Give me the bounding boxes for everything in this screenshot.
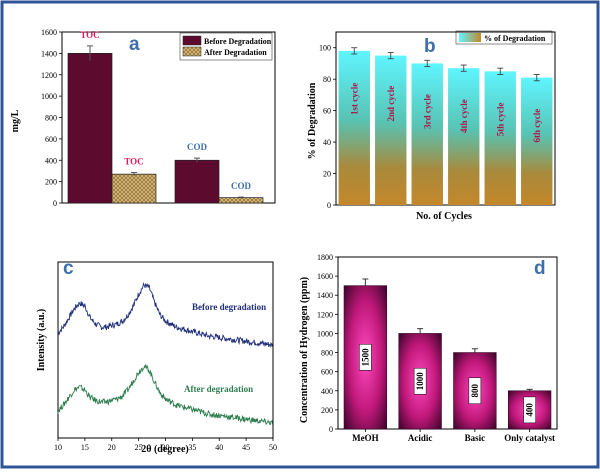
legend-swatch-before: [182, 35, 202, 46]
legend-swatch-after: [182, 46, 202, 57]
panel-b-bar: [484, 71, 516, 206]
legend-percent-degradation: % of Degradation: [484, 34, 546, 43]
panel-a-bar-label: COD: [187, 142, 208, 152]
panel-b-ytick-label: 100: [319, 44, 331, 53]
panel-d-ytick-label: 200: [321, 406, 333, 415]
panel-d-ylabel: Concentration of Hydrogen (ppm): [299, 277, 310, 423]
panel-a-ytick-label: 1000: [41, 92, 57, 101]
panel-a-bar-label: COD: [231, 181, 252, 191]
panel-a-bar: [174, 159, 220, 204]
legend-before-degradation: Before Degradation: [204, 37, 272, 46]
panel-d-ytick-label: 1800: [317, 253, 333, 262]
panel-d-ytick-label: 1400: [317, 291, 333, 300]
panel-c-xtick-label: 10: [54, 443, 62, 452]
panel-a-ytick-label: 1600: [41, 28, 57, 37]
panel-letter-b: b: [424, 36, 436, 57]
panel-c-xtick-label: 50: [269, 443, 277, 452]
panel-d-ytick-label: 600: [321, 368, 333, 377]
legend-swatch-degradation: [459, 33, 481, 42]
panel-b-bar: [411, 63, 443, 205]
panel-a-bar: [218, 197, 264, 204]
panel-b-cycle-label: 5th cycle: [495, 102, 505, 136]
panel-d: d Concentration of Hydrogen (ppm) 0 200 40…: [299, 253, 558, 443]
panel-a-ytick-label: 200: [45, 178, 57, 187]
panel-d-axes-frame: [337, 256, 558, 430]
panel-c-ylabel: Intensity (a.u.): [36, 309, 47, 372]
panel-b-ytick-label: 40: [323, 138, 331, 147]
panel-c-series-label: After degradation: [184, 384, 253, 394]
panel-c-xtick-label: 35: [188, 443, 196, 452]
panel-b-legend: % of Degradation: [455, 30, 553, 45]
panel-d-ytick-label: 1600: [317, 272, 333, 281]
panel-b-ytick-label: 80: [323, 75, 331, 84]
panel-b-ylabel: % of Degradation: [307, 82, 318, 159]
panel-a-ytick-label: 800: [45, 114, 57, 123]
panel-d-value-label: 1500: [360, 348, 370, 367]
panel-letter-c: c: [63, 258, 74, 279]
panel-d-ytick-label: 800: [321, 349, 333, 358]
panel-d-category-label: Basic: [465, 433, 486, 443]
panel-a-bar-label: TOC: [124, 157, 143, 167]
panel-c-xtick-label: 30: [162, 443, 170, 452]
panel-c-series-line: [57, 281, 273, 348]
panel-b: b % of Degradation No. of Cycles % of De…: [307, 30, 556, 222]
panel-d-category-label: MeOH: [352, 433, 379, 443]
panel-b-axes-frame: [335, 31, 556, 206]
panel-d-value-label: 1000: [415, 372, 425, 391]
panel-d-value-box: [359, 344, 372, 371]
panel-b-cycle-label: 6th cycle: [532, 109, 542, 143]
panel-b-bar: [521, 77, 553, 205]
panel-d-value-box: [468, 377, 482, 405]
panel-d-category-label: Only catalyst: [504, 433, 555, 443]
panel-d-value-box: [523, 396, 536, 424]
panel-c-xtick-label: 45: [242, 443, 250, 452]
panel-c-xlabel: 2θ (degree): [141, 444, 189, 455]
panel-b-xlabel: No. of Cycles: [416, 211, 472, 222]
panel-c: c Intensity (a.u.) 2θ (degree) 10 15 20 25 3…: [36, 258, 277, 455]
panel-c-xtick-label: 40: [215, 443, 223, 452]
panel-d-category-label: Acidic: [408, 433, 433, 443]
panel-b-ytick-label: 0: [327, 201, 331, 210]
panel-b-ytick-label: 60: [323, 107, 331, 116]
panel-c-series-line: [57, 364, 273, 426]
panel-a-bar-label: TOC: [80, 30, 99, 40]
panel-b-bar: [448, 68, 480, 205]
legend-after-degradation: After Degradation: [204, 48, 267, 57]
panel-a: a mg/L Before Degradation After Degradat…: [10, 28, 276, 208]
panel-b-bar: [375, 55, 407, 205]
panel-a-ytick-label: 400: [45, 156, 57, 165]
panel-c-xtick-label: 20: [108, 443, 116, 452]
panel-d-ytick-label: 0: [329, 425, 333, 434]
panel-b-cycle-label: 1st cycle: [349, 83, 359, 115]
panel-letter-a: a: [129, 34, 140, 55]
panel-b-cycle-label: 4th cycle: [459, 99, 469, 133]
panel-letter-d: d: [534, 258, 546, 279]
panel-d-ytick-label: 1200: [317, 310, 333, 319]
panel-a-bar: [111, 173, 157, 204]
panel-c-xtick-label: 15: [81, 443, 89, 452]
panel-a-ylabel: mg/L: [10, 109, 21, 132]
panel-a-ytick-label: 1200: [41, 71, 57, 80]
panel-b-bar: [338, 50, 370, 205]
panel-d-ytick-label: 1000: [317, 329, 333, 338]
panel-a-ytick-label: 1400: [41, 49, 57, 58]
panel-b-cycle-label: 2nd cycle: [386, 86, 396, 122]
panel-d-value-box: [413, 367, 427, 395]
panel-b-cycle-label: 3rd cycle: [422, 94, 432, 129]
panel-c-series-label: Before degradation: [192, 302, 266, 312]
panel-a-legend: Before Degradation After Degradation: [179, 32, 273, 61]
panel-a-ytick-label: 600: [45, 135, 57, 144]
panel-c-xtick-label: 25: [135, 443, 143, 452]
panel-a-bar: [67, 53, 113, 204]
panel-b-ytick-label: 20: [323, 170, 331, 179]
panel-c-axes-frame: [57, 261, 274, 439]
panel-d-value-label: 400: [525, 403, 535, 417]
panel-d-value-label: 800: [470, 384, 480, 398]
panel-d-ytick-label: 400: [321, 387, 333, 396]
panel-a-ytick-label: 0: [53, 199, 57, 208]
